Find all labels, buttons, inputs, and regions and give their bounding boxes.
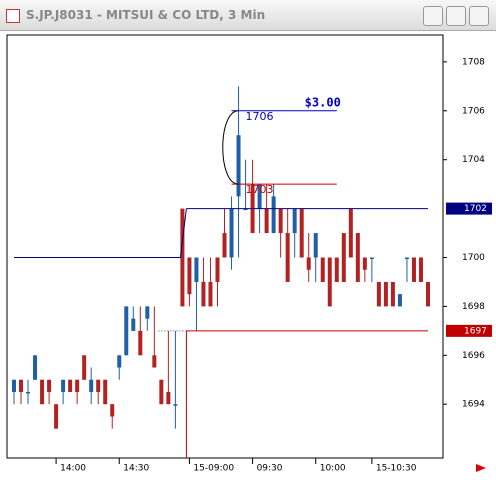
candle-body xyxy=(103,379,108,405)
candle-body xyxy=(75,379,80,392)
x-tick-label: 15-09:00 xyxy=(193,464,234,474)
candle-body xyxy=(89,379,94,392)
candle-body xyxy=(33,355,38,380)
candle-body xyxy=(327,257,332,307)
range-bracket xyxy=(222,110,239,185)
candle-body xyxy=(222,233,227,258)
candle-body xyxy=(194,257,199,282)
candle-body xyxy=(131,318,136,331)
candle-body xyxy=(341,233,346,282)
annotation-label: 1703 xyxy=(246,183,274,196)
candle-body xyxy=(96,379,101,392)
candle-body xyxy=(117,355,122,368)
chart: 1708 1706 1704 1700 1698 1696 1694 14:00 14:30 15… xyxy=(0,31,496,480)
candle-body xyxy=(348,208,353,258)
annotation-label: 1706 xyxy=(246,110,274,123)
candle-body xyxy=(229,208,234,258)
candle-body xyxy=(138,330,143,356)
price-level-box xyxy=(446,202,492,215)
candle-body xyxy=(397,294,402,307)
x-tick-label: 10:00 xyxy=(320,464,346,474)
y-tick-label: 1704 xyxy=(462,155,485,165)
candle-body xyxy=(418,257,423,282)
candle-body xyxy=(285,233,290,282)
close-button[interactable] xyxy=(469,6,489,26)
candle-body xyxy=(110,404,115,417)
candle-body xyxy=(355,233,360,282)
candle-body xyxy=(40,379,45,405)
y-tick-label: 1706 xyxy=(462,106,485,116)
y-tick-label: 1696 xyxy=(462,351,485,361)
y-tick-label: 1698 xyxy=(462,302,485,312)
candle-body xyxy=(306,257,311,270)
candle-body xyxy=(208,281,213,307)
candle-body xyxy=(180,208,185,307)
candle-body xyxy=(159,379,164,405)
y-tick-label: 1700 xyxy=(462,253,485,263)
candle-body xyxy=(54,404,59,429)
candle-body xyxy=(362,257,367,270)
candle-body xyxy=(26,391,31,394)
x-tick-label: 14:30 xyxy=(123,464,149,474)
window-title: S.JP.J8031 - MITSUI & CO LTD, 3 Min xyxy=(26,8,266,22)
candle-body xyxy=(426,281,430,307)
scroll-arrow[interactable] xyxy=(476,464,486,472)
candle-body xyxy=(47,379,52,392)
range-label: $3.00 xyxy=(305,95,341,109)
candle-body xyxy=(166,391,171,405)
candle-body xyxy=(68,379,73,392)
candle-body xyxy=(299,208,304,258)
price-level-label: 1702 xyxy=(464,204,487,214)
y-tick-label: 1694 xyxy=(462,400,485,410)
x-tick-label: 09:30 xyxy=(257,464,283,474)
candle-body xyxy=(152,355,157,368)
candle-body xyxy=(236,135,241,197)
price-level-label: 1697 xyxy=(464,326,487,336)
app-icon xyxy=(6,9,20,23)
price-level-box xyxy=(446,324,492,337)
candle-body xyxy=(271,196,276,234)
candle-body xyxy=(19,379,24,392)
x-tick-label: 15-10:30 xyxy=(376,464,417,474)
candle-body xyxy=(187,257,192,295)
candle-body xyxy=(404,257,409,260)
x-tick-label: 14:00 xyxy=(60,464,86,474)
candle-body xyxy=(369,257,374,260)
y-tick-label: 1708 xyxy=(462,57,485,67)
candle-body xyxy=(82,355,87,380)
candle-body xyxy=(320,257,325,282)
candle-body xyxy=(201,281,206,307)
candle-body xyxy=(257,184,262,209)
candle-body xyxy=(411,257,416,282)
minimize-button[interactable] xyxy=(423,6,443,26)
candle-body xyxy=(173,404,178,406)
previous-level xyxy=(14,208,187,259)
candle-body xyxy=(383,281,388,307)
candle-body xyxy=(313,233,318,258)
candle-body xyxy=(390,281,395,307)
title-bar: S.JP.J8031 - MITSUI & CO LTD, 3 Min xyxy=(0,0,496,31)
candle-body xyxy=(278,208,283,234)
candle-body xyxy=(243,208,248,211)
candle-body xyxy=(376,281,381,307)
candle-body xyxy=(61,379,66,392)
candle-body xyxy=(145,306,150,319)
candle-body xyxy=(12,379,16,392)
maximize-button[interactable] xyxy=(446,6,466,26)
candle-body xyxy=(215,257,220,282)
candle-body xyxy=(124,306,129,356)
candle-body xyxy=(264,208,269,234)
candle-body xyxy=(334,257,339,282)
candle-body xyxy=(292,208,297,234)
